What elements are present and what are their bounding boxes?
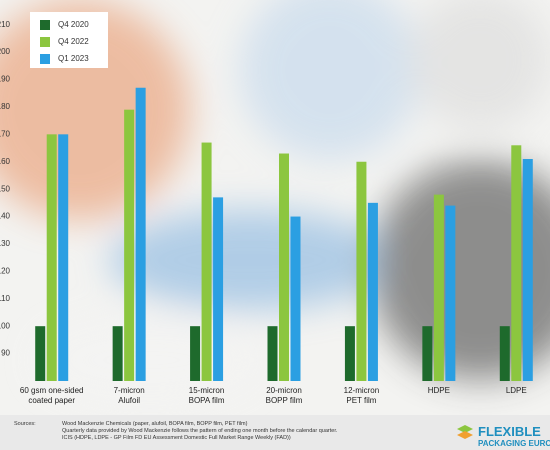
- x-tick-label: 20-micron BOPP film: [265, 386, 303, 405]
- legend-label: Q1 2023: [58, 54, 89, 63]
- bar: [279, 153, 289, 381]
- bar: [112, 326, 123, 381]
- footer: Sources: Wood Mackenzie Chemicals (paper…: [0, 415, 550, 450]
- footer-label: Sources:: [14, 421, 36, 427]
- x-tick-label: 7-micron Alufoil: [113, 386, 145, 405]
- y-tick-label: 110: [0, 294, 11, 303]
- y-tick-label: 90: [1, 349, 10, 358]
- x-tick-label: LDPE: [505, 386, 527, 395]
- bar: [522, 159, 533, 381]
- bar: [422, 326, 433, 381]
- bar: [46, 134, 57, 381]
- bar: [213, 197, 224, 381]
- y-tick-label: 130: [0, 239, 11, 248]
- y-tick-label: 210: [0, 20, 11, 29]
- y-tick-label: 160: [0, 157, 11, 166]
- bar: [58, 134, 69, 381]
- chart: 90 100 110 120 130 140 150 160 170 180 190 200 210 Q4…: [0, 0, 550, 400]
- logo-icon: [457, 425, 473, 439]
- bar: [344, 326, 355, 381]
- y-tick-label: 120: [0, 266, 11, 275]
- footer-lines: Wood Mackenzie Chemicals (paper, alufoil…: [62, 421, 337, 442]
- y-tick-label: 180: [0, 102, 11, 111]
- y-tick-label: 170: [0, 129, 11, 138]
- x-tick-label: 12-micron PET film: [343, 386, 380, 405]
- bar: [445, 205, 456, 381]
- x-tick-label: HDPE: [427, 386, 450, 395]
- bar: [367, 202, 378, 381]
- source-line: Quarterly data provided by Wood Mackenzi…: [62, 428, 338, 434]
- x-tick-label: 60 gsm one-sided coated paper: [19, 386, 84, 405]
- bar: [190, 326, 201, 381]
- logo-text: FLEXIBLE: [478, 424, 541, 439]
- bar: [135, 87, 146, 382]
- x-tick-label: 15-micron BOPA film: [188, 386, 225, 405]
- bar: [290, 216, 301, 381]
- bar: [201, 142, 212, 381]
- bar: [35, 326, 46, 381]
- bar: [124, 109, 135, 382]
- bar: [356, 161, 367, 381]
- legend-swatch: [40, 37, 50, 47]
- y-tick-label: 190: [0, 75, 11, 84]
- logo-subtext: PACKAGING EUROPE: [478, 439, 550, 448]
- y-tick-label: 200: [0, 47, 11, 56]
- y-tick-label: 100: [0, 321, 11, 330]
- y-tick-label: 150: [0, 184, 11, 193]
- y-tick-label: 140: [0, 212, 11, 221]
- source-line: ICIS (HDPE, LDPE - GP Film FD EU Assessm…: [62, 435, 291, 441]
- source-line: Wood Mackenzie Chemicals (paper, alufoil…: [62, 421, 248, 427]
- bar: [511, 145, 522, 381]
- legend-label: Q4 2020: [58, 20, 89, 29]
- bar: [499, 326, 510, 381]
- legend-swatch: [40, 20, 50, 30]
- bar: [267, 326, 278, 381]
- bar: [433, 194, 444, 381]
- legend-label: Q4 2022: [58, 37, 89, 46]
- legend-swatch: [40, 54, 50, 64]
